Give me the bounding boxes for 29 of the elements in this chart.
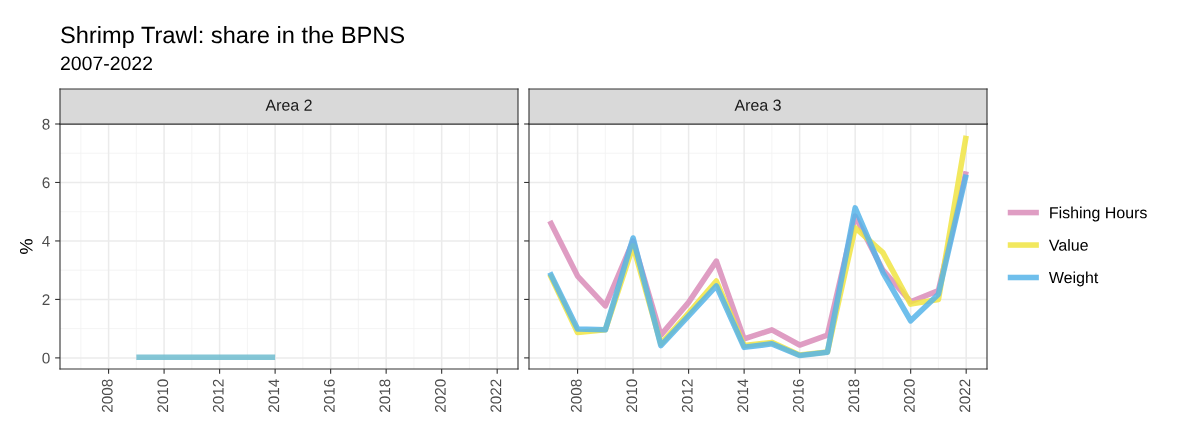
x-tick-label: 2008: [570, 379, 582, 412]
text: 2007-2022: [60, 56, 153, 71]
legend-label: Value: [1048, 239, 1088, 251]
chart-title: Area 3: [734, 99, 781, 111]
x-tick-label: 2014: [268, 379, 280, 412]
chart-title: Area 2: [265, 99, 312, 111]
x-tick-label: 2016: [792, 379, 804, 412]
x-tick-label: 2012: [212, 379, 224, 412]
text: Shrimp Trawl: share in the BPNS: [61, 26, 405, 48]
y-axis-title: %: [19, 239, 33, 254]
legend-label: Fishing Hours: [1050, 206, 1147, 222]
x-tick-label: 2018: [379, 379, 391, 412]
x-tick-label: 2020: [434, 379, 446, 412]
y-tick-label: 6: [42, 177, 50, 189]
x-tick-label: 2014: [737, 379, 749, 412]
x-tick-label: 2016: [323, 379, 335, 412]
y-tick-label: 2: [42, 294, 50, 305]
y-tick-label: 0: [42, 352, 50, 364]
x-tick-label: 2022: [490, 379, 502, 412]
x-tick-label: 2008: [101, 379, 113, 412]
x-tick-label: 2020: [903, 379, 915, 412]
y-tick-label: 4: [42, 235, 50, 247]
x-tick-label: 2010: [626, 379, 638, 412]
x-tick-label: 2022: [959, 379, 971, 412]
x-tick-label: 2012: [681, 379, 693, 412]
legend-label: Weight: [1048, 271, 1099, 287]
x-tick-label: 2010: [157, 379, 169, 412]
y-tick-label: 8: [42, 118, 50, 130]
x-tick-label: 2018: [848, 379, 860, 412]
